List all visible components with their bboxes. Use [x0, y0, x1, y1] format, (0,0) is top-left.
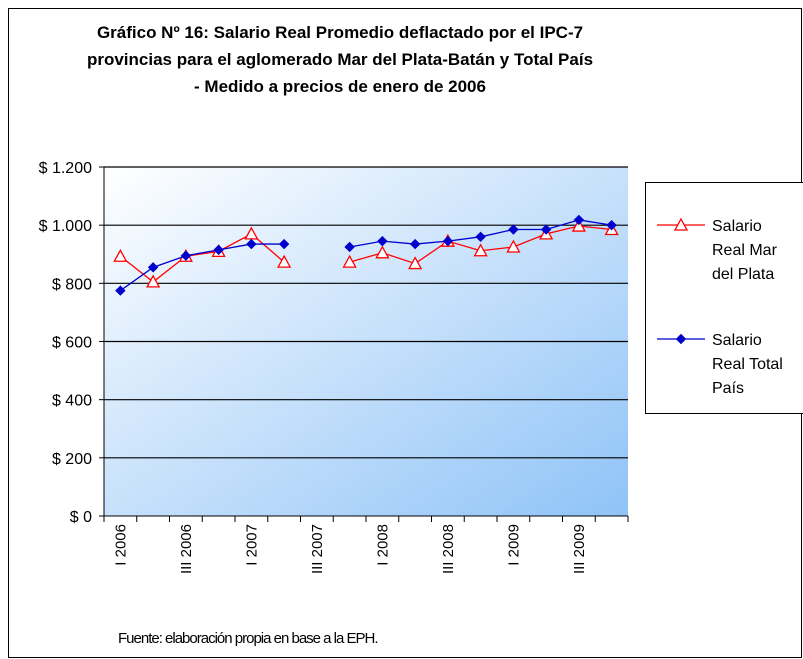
marker — [506, 239, 521, 253]
marker — [246, 238, 257, 250]
marker — [115, 285, 126, 296]
y-tick-label: $ 200 — [52, 451, 92, 468]
legend-box — [645, 182, 803, 414]
marker — [473, 243, 488, 257]
marker — [606, 219, 617, 231]
x-tick-label: III 2007 — [309, 524, 326, 574]
source-note: Fuente: elaboración propia en base a la … — [118, 630, 378, 647]
chart-title: Gráfico Nº 16: Salario Real Promedio def… — [97, 23, 583, 42]
legend-label: Salario Real Mar del Plata — [712, 218, 778, 283]
x-tick-label: I 2009 — [505, 524, 522, 566]
x-tick-label: I 2007 — [243, 524, 260, 566]
y-tick-label: $ 1.000 — [39, 218, 92, 235]
marker — [409, 238, 421, 250]
legend-label: Salario Real Total País — [712, 332, 783, 397]
y-tick-label: $ 1.200 — [39, 160, 92, 177]
marker — [377, 235, 388, 247]
marker — [442, 235, 454, 247]
marker — [146, 274, 161, 288]
marker — [278, 238, 290, 250]
marker — [180, 250, 192, 261]
y-tick-label: $ 0 — [70, 509, 92, 526]
y-tick-label: $ 600 — [52, 335, 92, 352]
marker — [277, 254, 292, 268]
x-tick-label: I 2008 — [374, 524, 391, 566]
marker — [508, 224, 519, 235]
marker — [375, 245, 390, 259]
y-tick-label: $ 400 — [52, 393, 92, 410]
x-tick-label: III 2006 — [178, 524, 195, 574]
marker — [675, 333, 687, 345]
y-tick-label: $ 800 — [52, 276, 92, 293]
marker — [213, 244, 224, 256]
x-tick-label: III 2008 — [440, 524, 457, 574]
x-tick-label: I 2006 — [112, 524, 129, 566]
chart-title: provincias para el aglomerado Mar del Pl… — [87, 50, 593, 69]
marker — [540, 224, 552, 235]
chart-title: - Medido a precios de enero de 2006 — [194, 77, 486, 96]
x-tick-label: III 2009 — [571, 524, 588, 574]
marker — [342, 254, 357, 268]
marker — [408, 256, 423, 270]
marker — [344, 241, 355, 253]
marker — [673, 217, 689, 231]
marker — [147, 262, 159, 273]
marker — [571, 218, 586, 232]
marker — [573, 214, 585, 226]
marker — [113, 248, 128, 262]
marker — [475, 231, 486, 243]
